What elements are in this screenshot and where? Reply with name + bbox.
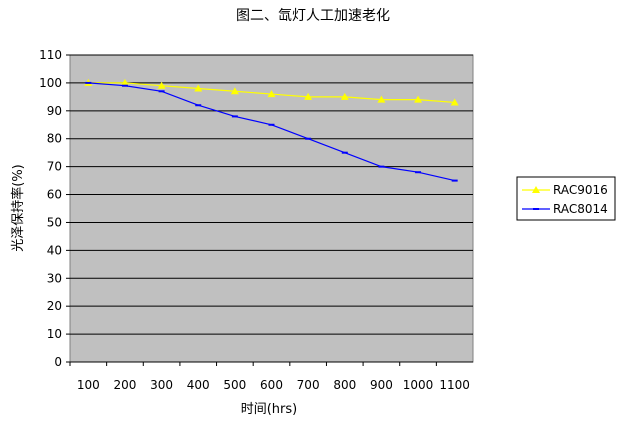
data-point [157,81,166,89]
x-tick-label: 1100 [439,378,470,392]
y-tick-label: 30 [47,271,62,285]
x-tick-label: 300 [150,378,173,392]
data-point [304,92,313,100]
data-point [194,84,203,92]
y-tick-label: 80 [47,132,62,146]
y-tick-label: 110 [39,48,62,62]
legend-marker [532,186,540,193]
data-point [450,98,459,106]
gridlines [70,54,473,363]
x-axis-label: 时间(hrs) [241,402,298,417]
x-tick-label: 100 [77,378,100,392]
legend-label: RAC8014 [553,202,608,216]
data-point [230,87,239,95]
data-point [267,90,276,98]
y-axis-label: 光泽保持率(%) [10,164,26,252]
y-tick-label: 70 [47,160,62,174]
x-tick-label: 700 [297,378,320,392]
y-tick-label: 10 [47,327,62,341]
y-tick-label: 50 [47,215,62,229]
y-tick-label: 100 [39,76,62,90]
data-point [340,92,349,100]
x-tick-label: 900 [370,378,393,392]
plot-area [69,54,474,363]
x-tick-label: 200 [114,378,137,392]
data-point [120,78,129,86]
legend-label: RAC9016 [553,183,608,197]
y-axis-ticks: 0 10 20 30 40 50 60 70 80 90 100 110 [39,48,70,369]
data-point [414,95,423,103]
data-point [377,95,386,103]
x-tick-label: 800 [333,378,356,392]
legend-box [516,176,616,221]
series-lines [84,78,459,182]
y-tick-label: 20 [47,299,62,313]
chart-title: 图二、氙灯人工加速老化 [236,8,390,24]
y-tick-label: 0 [54,355,62,369]
y-tick-label: 90 [47,104,62,118]
x-tick-label: 500 [223,378,246,392]
x-tick-label: 1000 [403,378,434,392]
x-tick-label: 600 [260,378,283,392]
y-tick-label: 60 [47,188,62,202]
legend: RAC9016 RAC8014 [516,176,616,221]
x-axis-ticks: 100 200 300 400 500 600 700 800 900 1000 1100 [69,361,473,392]
y-tick-label: 40 [47,243,62,257]
x-tick-label: 400 [187,378,210,392]
